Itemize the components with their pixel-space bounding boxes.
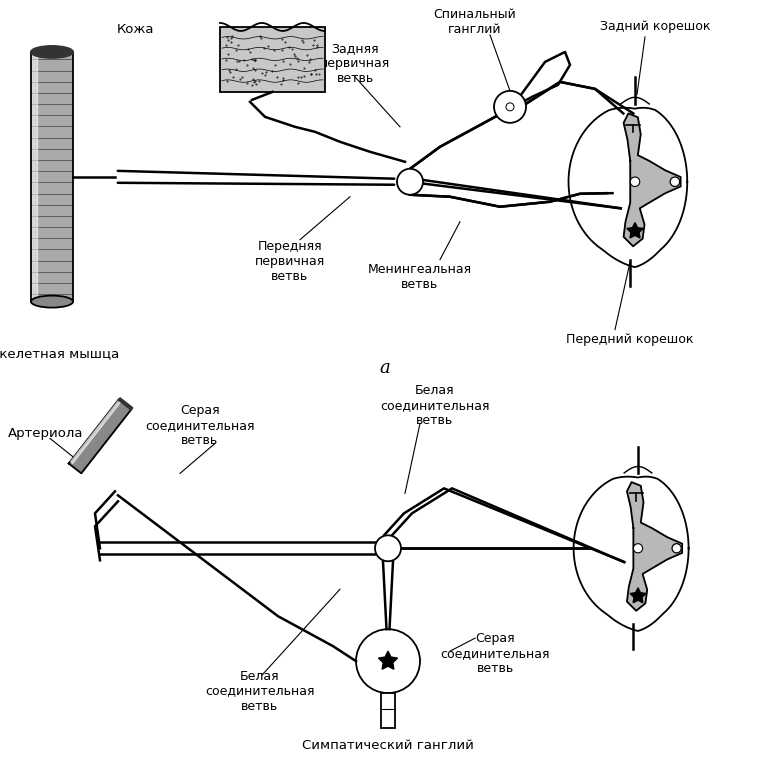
Text: Спинальный
ганглий: Спинальный ганглий [434,8,516,36]
Bar [220,27,325,92]
Circle shape [670,177,679,186]
Bar [31,52,73,301]
Circle shape [397,169,423,195]
Polygon shape [379,651,397,669]
Circle shape [672,544,681,553]
Bar [381,693,395,728]
Text: Передний корешок: Передний корешок [567,333,693,346]
Text: Серая
соединительная
ветвь: Серая соединительная ветвь [441,632,550,674]
Polygon shape [627,482,682,610]
Polygon shape [118,398,133,410]
Text: Задняя
первичная
ветвь: Задняя первичная ветвь [320,43,390,85]
Circle shape [356,629,420,693]
Text: Артериола: Артериола [8,427,83,440]
Text: Менингеальная
ветвь: Менингеальная ветвь [368,262,472,291]
Text: Задний корешок: Задний корешок [600,21,710,34]
Ellipse shape [31,46,73,58]
Polygon shape [574,477,689,631]
Circle shape [633,544,642,553]
Polygon shape [70,397,123,463]
Ellipse shape [31,295,73,307]
Text: Передняя
первичная
ветвь: Передняя первичная ветвь [255,240,325,283]
Text: Белая
соединительная
ветвь: Белая соединительная ветвь [206,670,315,713]
Polygon shape [630,588,646,603]
Circle shape [375,536,401,562]
Polygon shape [627,223,643,238]
Text: Симпатический ганглий: Симпатический ганглий [302,739,474,752]
Polygon shape [69,399,131,473]
Text: а: а [380,359,390,376]
Polygon shape [31,52,37,301]
Text: Серая
соединительная
ветвь: Серая соединительная ветвь [145,404,255,447]
Text: Кожа: Кожа [116,24,154,37]
Text: Белая
соединительная
ветвь: Белая соединительная ветвь [380,384,490,427]
Circle shape [506,103,514,111]
Circle shape [494,91,526,123]
Polygon shape [624,114,680,246]
Text: Скелетная мышца: Скелетная мышца [0,347,120,360]
Polygon shape [568,108,687,267]
Circle shape [630,177,640,186]
